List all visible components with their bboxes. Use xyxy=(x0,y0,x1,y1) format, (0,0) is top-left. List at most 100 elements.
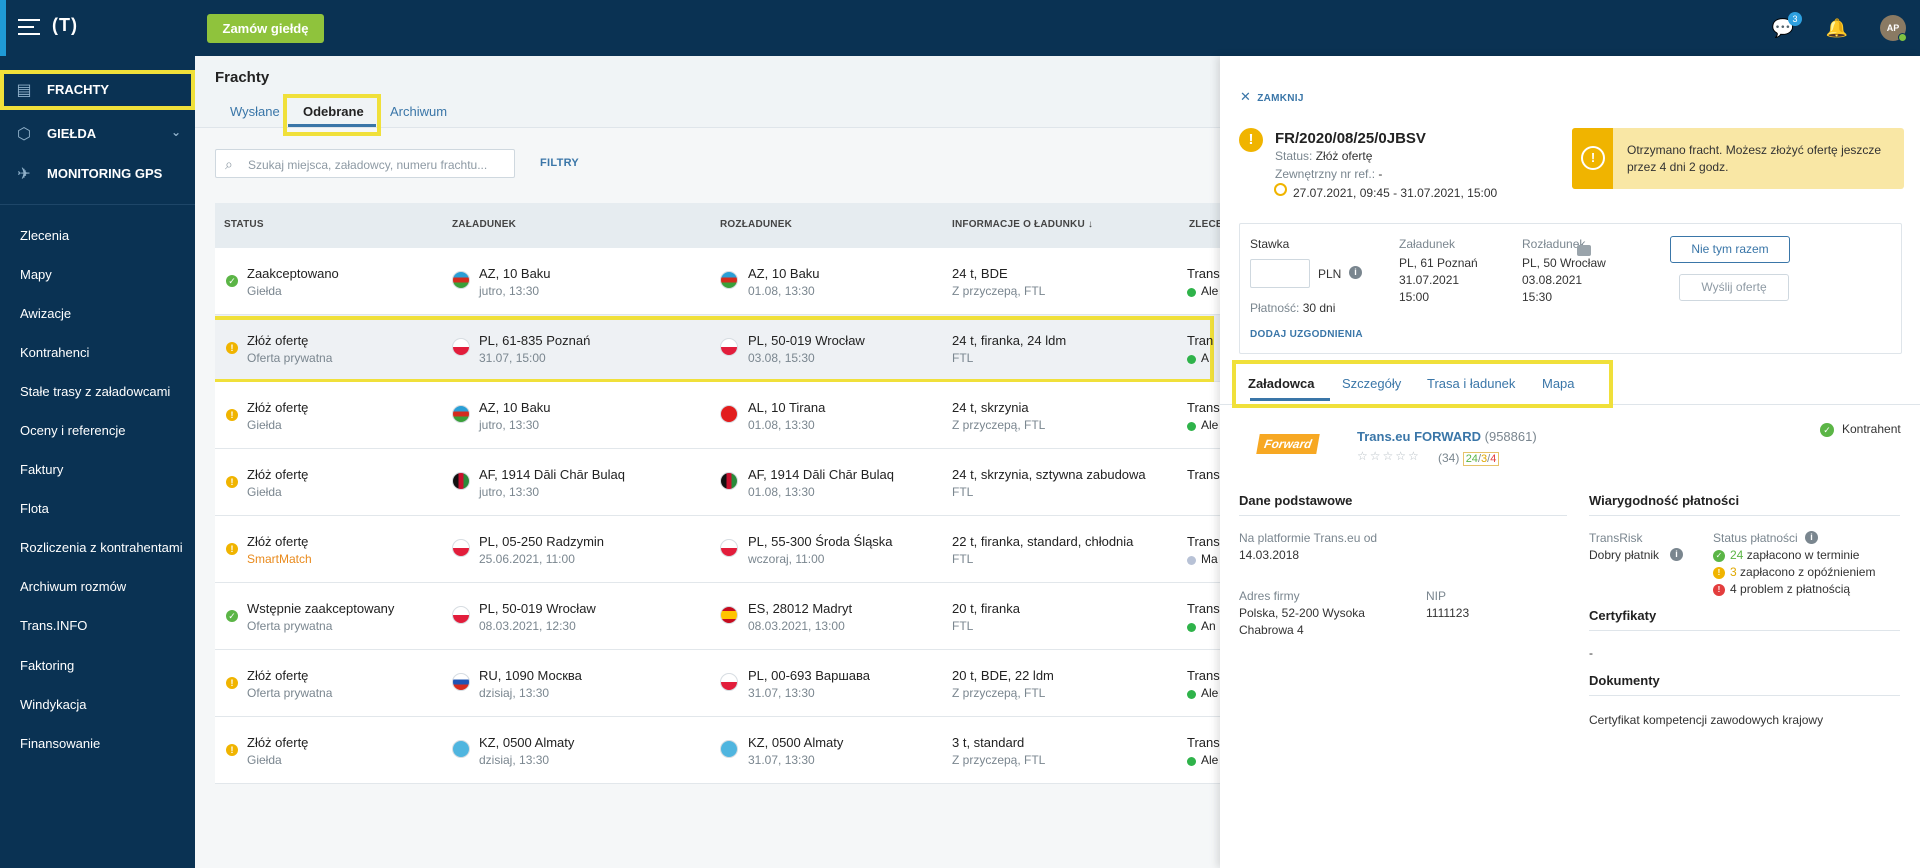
sidebar-item-kontrahenci[interactable]: Kontrahenci xyxy=(20,345,90,360)
sidebar-item-gielda[interactable]: ⬡ GIEŁDA ⌄ xyxy=(0,114,195,154)
info-icon[interactable]: i xyxy=(1670,548,1683,561)
flag-icon xyxy=(452,405,470,423)
bell-icon[interactable]: 🔔 xyxy=(1825,18,1849,38)
search-icon: ⌕ xyxy=(225,156,233,172)
sidebar-item-awizacje[interactable]: Awizacje xyxy=(20,306,72,321)
client-contact: Ale xyxy=(1201,284,1219,298)
offer-deadline-alert: ! Otrzymano fracht. Możesz złożyć ofertę… xyxy=(1572,128,1904,189)
search-input[interactable]: ⌕ Szukaj miejsca, załadowcy, numeru frac… xyxy=(215,149,515,178)
client-name: Trans xyxy=(1187,601,1220,616)
currency-label: PLN xyxy=(1318,267,1342,281)
sidebar-item-finansowanie[interactable]: Finansowanie xyxy=(20,736,101,751)
tab-mapa[interactable]: Mapa xyxy=(1542,376,1575,391)
close-button[interactable]: ✕ ZAMKNIJ xyxy=(1240,89,1304,105)
status-source: Giełda xyxy=(247,284,282,298)
send-offer-button[interactable]: Wyślij ofertę xyxy=(1679,274,1789,301)
status-text: Złóż ofertę xyxy=(247,735,309,750)
flag-icon xyxy=(452,673,470,691)
sidebar-item-faktoring[interactable]: Faktoring xyxy=(20,658,75,673)
client-name: Tran xyxy=(1187,333,1214,348)
sidebar-item-frachty[interactable]: ▤ FRACHTY xyxy=(0,70,195,110)
reviews-count: (34) xyxy=(1438,451,1460,465)
tab-zaladowca[interactable]: Załadowca xyxy=(1248,376,1315,391)
avatar[interactable]: AP xyxy=(1880,15,1907,42)
load-time: jutro, 13:30 xyxy=(479,284,540,298)
sidebar-item-faktury[interactable]: Faktury xyxy=(20,462,64,477)
status-source: Giełda xyxy=(247,418,282,432)
tab-odebrane[interactable]: Odebrane xyxy=(303,104,364,119)
status-source: SmartMatch xyxy=(247,552,312,566)
sidebar-item-stale-trasy[interactable]: Stałe trasy z załadowcami xyxy=(20,384,171,399)
add-terms-link[interactable]: DODAJ UZGODNIENIA xyxy=(1250,329,1363,340)
flag-icon xyxy=(720,472,738,490)
status-dot xyxy=(1187,623,1196,632)
status-text: Złóż ofertę xyxy=(247,534,309,549)
flag-icon xyxy=(720,338,738,356)
cargo-details: Z przyczepą, FTL xyxy=(952,418,1046,432)
client-name: Trans xyxy=(1187,400,1220,415)
freight-table: STATUS ZAŁADUNEK ROZŁADUNEK INFORMACJE O… xyxy=(215,203,1220,784)
unload-place: PL, 50-019 Wrocław xyxy=(748,333,865,348)
table-row[interactable]: ! Złóż ofertę Oferta prywatna RU, 1090 Моск… xyxy=(215,650,1220,717)
sidebar-item-rozliczenia[interactable]: Rozliczenia z kontrahentami xyxy=(20,540,183,555)
table-row[interactable]: ✓ Wstępnie zaakceptowany Oferta prywatna PL… xyxy=(215,583,1220,650)
table-row[interactable]: ! Złóż ofertę Oferta prywatna PL, 61-835 Po… xyxy=(215,315,1220,383)
sidebar-item-trans-info[interactable]: Trans.INFO xyxy=(20,618,88,633)
flag-icon xyxy=(452,606,470,624)
tab-trasa-i-ladunek[interactable]: Trasa i ładunek xyxy=(1427,376,1516,391)
sidebar-item-windykacja[interactable]: Windykacja xyxy=(20,697,87,712)
column-header[interactable]: ZAŁADUNEK xyxy=(452,219,517,230)
sidebar-item-archiwum-rozmow[interactable]: Archiwum rozmów xyxy=(20,579,127,594)
status-text: Złóż ofertę xyxy=(247,400,309,415)
sidebar-item-label: GIEŁDA xyxy=(47,126,97,141)
info-icon[interactable]: i xyxy=(1349,266,1362,279)
sidebar-item-oceny[interactable]: Oceny i referencje xyxy=(20,423,126,438)
comment-icon[interactable] xyxy=(1577,245,1591,256)
decline-button[interactable]: Nie tym razem xyxy=(1670,236,1790,263)
app-logo[interactable]: (T) xyxy=(52,15,78,35)
status-value: Złóż ofertę xyxy=(1315,149,1373,163)
status-dot xyxy=(1187,355,1196,364)
table-row[interactable]: ✓ Zaakceptowano Giełda AZ, 10 Baku jutro, 13… xyxy=(215,248,1220,315)
active-tab-underline xyxy=(288,124,376,127)
sidebar-item-zlecenia[interactable]: Zlecenia xyxy=(20,228,70,243)
unload-place: AZ, 10 Baku xyxy=(748,266,820,281)
document-item[interactable]: Certyfikat kompetencji zawodowych krajow… xyxy=(1589,713,1824,727)
transrisk-value: Dobry płatnik xyxy=(1589,548,1660,562)
status-text: Złóż ofertę xyxy=(247,668,309,683)
filters-button[interactable]: FILTRY xyxy=(540,157,580,169)
offer-unload-label: Rozładunek xyxy=(1522,237,1586,251)
unload-time: wczoraj, 11:00 xyxy=(748,552,825,566)
column-header[interactable]: ROZŁADUNEK xyxy=(720,219,792,230)
warning-icon: ! xyxy=(1713,566,1725,579)
column-header[interactable]: STATUS xyxy=(224,219,264,230)
table-row[interactable]: ! Złóż ofertę Giełda AZ, 10 Baku jutro, 13:3… xyxy=(215,382,1220,449)
hamburger-menu-icon[interactable] xyxy=(18,19,40,35)
info-icon[interactable]: i xyxy=(1805,531,1818,544)
sidebar-item-monitoring-gps[interactable]: ✈ MONITORING GPS xyxy=(0,154,195,194)
unload-place: AF, 1914 Dāli Chār Bulaq xyxy=(748,467,894,482)
table-row[interactable]: ! Złóż ofertę Giełda KZ, 0500 Almaty dzisiaj… xyxy=(215,717,1220,784)
load-place: PL, 05-250 Radzymin xyxy=(479,534,605,549)
page-title: Frachty xyxy=(215,69,270,86)
load-time: dzisiaj, 13:30 xyxy=(479,686,550,700)
tab-wyslane[interactable]: Wysłane xyxy=(230,104,280,119)
tab-szczegoly[interactable]: Szczegóły xyxy=(1342,376,1402,391)
tab-highlight xyxy=(283,94,381,136)
company-name[interactable]: Trans.eu FORWARD (958861) xyxy=(1357,429,1537,444)
sidebar-item-flota[interactable]: Flota xyxy=(20,501,49,516)
rate-input[interactable] xyxy=(1250,259,1310,288)
table-row[interactable]: ! Złóż ofertę Giełda AF, 1914 Dāli Chār Bul… xyxy=(215,449,1220,516)
tab-archiwum[interactable]: Archiwum xyxy=(390,104,448,119)
check-icon: ✓ xyxy=(226,610,238,622)
column-header[interactable]: ZLECEN xyxy=(1189,219,1220,230)
unload-time: 03.08, 15:30 xyxy=(748,351,815,365)
chevron-down-icon: ⌄ xyxy=(170,125,181,139)
freight-detail-panel: ✕ ZAMKNIJ ! FR/2020/08/25/0JBSV Status: Z… xyxy=(1220,56,1920,868)
sidebar-item-mapy[interactable]: Mapy xyxy=(20,267,52,282)
table-row[interactable]: ! Złóż ofertę SmartMatch PL, 05-250 Radzymi… xyxy=(215,516,1220,583)
column-header[interactable]: INFORMACJE O ŁADUNKU ↓ xyxy=(952,219,1094,230)
page-header: Frachty Wysłane Odebrane Archiwum xyxy=(195,56,1220,136)
search-placeholder: Szukaj miejsca, załadowcy, numeru fracht… xyxy=(248,158,488,172)
order-exchange-button[interactable]: Zamów giełdę xyxy=(207,14,324,43)
